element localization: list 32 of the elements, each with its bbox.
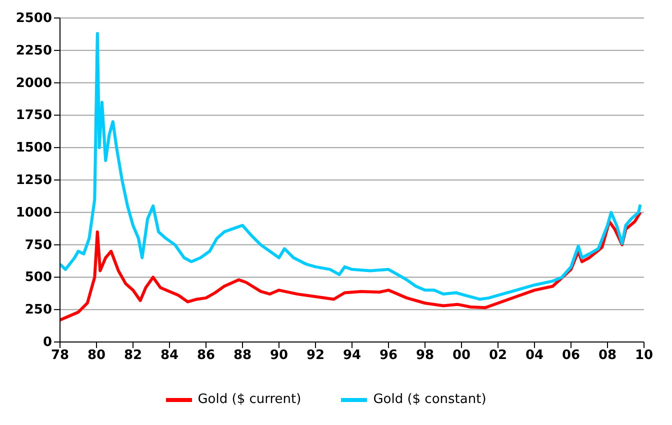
y-tick-label: 0 — [42, 335, 52, 350]
x-tick-label: 78 — [50, 348, 70, 364]
x-tick-label: 02 — [488, 348, 508, 364]
y-tick-label: 250 — [24, 302, 52, 318]
x-tick-label: 96 — [379, 348, 398, 364]
line-series — [60, 210, 642, 322]
y-tick-label: 2250 — [16, 43, 52, 58]
x-tick-label: 08 — [598, 348, 617, 364]
x-tick-label: 80 — [87, 348, 106, 364]
y-tick-label: 2500 — [16, 11, 52, 26]
x-tick-label: 82 — [124, 348, 142, 364]
x-tick-label: 92 — [306, 348, 325, 364]
x-tick-label: 98 — [416, 348, 434, 364]
legend-label: Gold ($ constant) — [373, 392, 486, 407]
x-tick-label: 86 — [196, 348, 216, 364]
x-tick-label: 06 — [562, 348, 580, 364]
legend-label: Gold ($ current) — [198, 392, 302, 407]
y-tick-label: 1000 — [16, 205, 52, 220]
x-tick-label: 10 — [634, 348, 654, 364]
x-tick-label: 94 — [342, 348, 362, 364]
y-tick-label: 750 — [24, 238, 52, 253]
y-tick-label: 1250 — [16, 173, 52, 188]
x-tick-label: 88 — [233, 348, 252, 364]
x-tick-label: 00 — [452, 348, 471, 364]
x-tick-label: 84 — [160, 348, 179, 364]
x-tick-label: 04 — [525, 348, 544, 364]
line-series — [60, 32, 642, 301]
y-tick-label: 2000 — [16, 76, 52, 91]
x-tick-label: 90 — [270, 348, 288, 364]
y-tick-label: 1500 — [16, 140, 52, 156]
y-tick-label: 500 — [24, 270, 52, 286]
y-tick-label: 1750 — [16, 108, 52, 124]
